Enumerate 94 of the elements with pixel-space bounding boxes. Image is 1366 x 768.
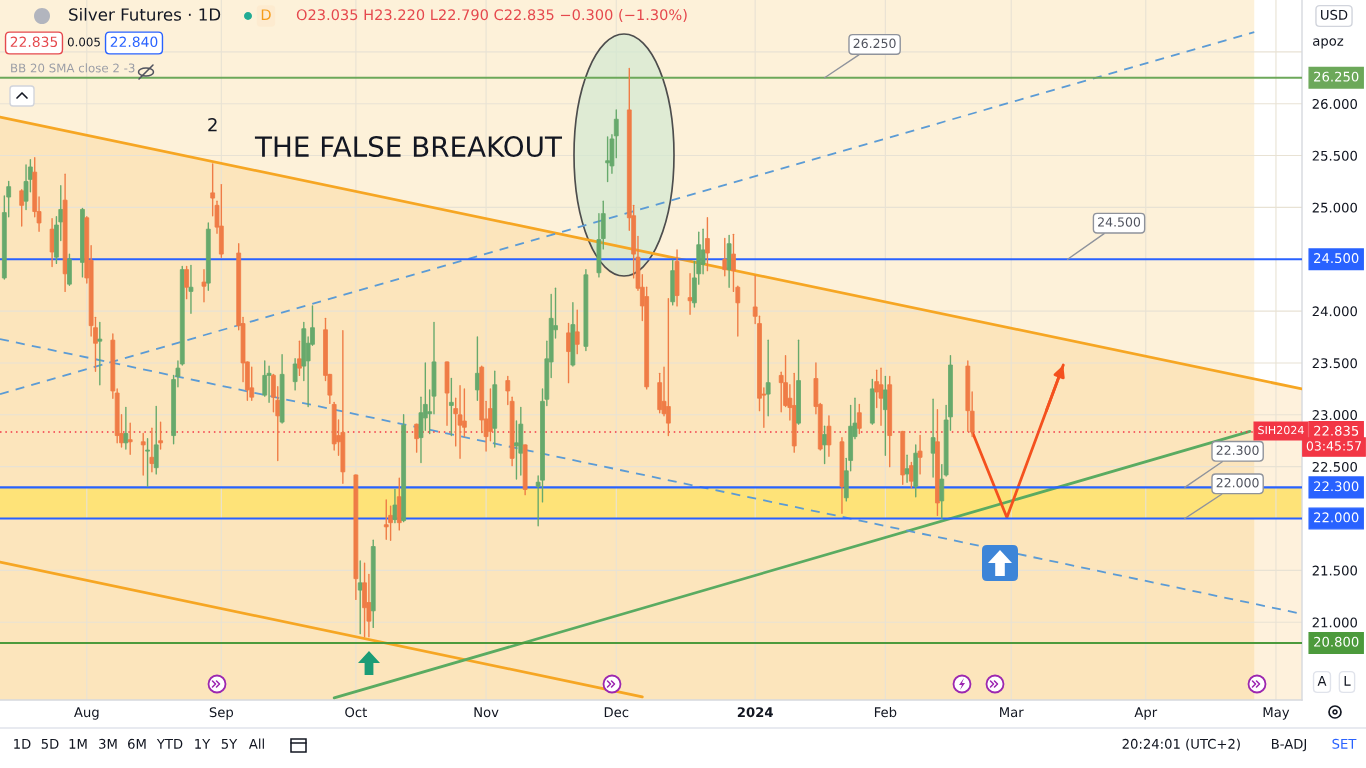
- candlestick: [574, 309, 580, 355]
- annotation: 2: [208, 117, 217, 132]
- candlestick: [145, 437, 150, 488]
- candlestick: [297, 340, 302, 377]
- text: All: [248, 738, 264, 749]
- annotation: O23.035 H23.220 L22.790 C22.835 −0.300 (−1.30%): [296, 8, 687, 22]
- annotation: SIH2024: [1258, 425, 1304, 435]
- candlestick: [765, 339, 771, 417]
- candlestick: [201, 268, 207, 303]
- x-tick-label: Nov: [474, 707, 499, 718]
- candlestick: [917, 434, 923, 475]
- candlestick: [97, 321, 103, 386]
- annotation: 22.300: [1216, 445, 1259, 455]
- y-tick-label: 23.000: [1312, 410, 1358, 421]
- candlestick: [826, 415, 832, 457]
- text: 1D: [14, 739, 31, 749]
- x-tick-label: May: [1263, 707, 1290, 720]
- annotation: 24.500: [1098, 217, 1141, 227]
- candlestick: [939, 463, 945, 520]
- candlestick: [19, 189, 25, 227]
- candlestick: [722, 237, 728, 277]
- text: 03:45:57: [1306, 441, 1361, 451]
- candlestick: [705, 217, 710, 272]
- text: USD: [1321, 9, 1348, 20]
- annotation: THE FALSE BREAKOUT: [254, 136, 563, 158]
- text: 1Y: [195, 739, 211, 749]
- text: 5D: [41, 739, 59, 749]
- candlestick: [514, 420, 519, 480]
- candlestick: [49, 218, 55, 268]
- candlestick: [127, 422, 133, 455]
- annotation: D: [261, 9, 271, 21]
- y-tick-label: 23.500: [1312, 358, 1358, 369]
- text: apoz: [1313, 38, 1344, 49]
- y-tick-label: 22.500: [1312, 461, 1358, 472]
- candlestick: [383, 499, 389, 540]
- annotation: 0.005: [67, 37, 100, 47]
- text: B-ADJ: [1272, 739, 1306, 752]
- x-tick-label: Feb: [874, 706, 897, 718]
- y-tick-label: 21.000: [1312, 617, 1358, 628]
- annotation: BB 20 SMA close 2 -3: [11, 63, 135, 73]
- candlestick: [930, 398, 936, 478]
- x-tick-label: Dec: [604, 707, 629, 718]
- x-tick-label: Aug: [74, 707, 99, 720]
- candlestick: [687, 273, 693, 315]
- candlestick: [140, 432, 146, 476]
- candlestick: [123, 406, 129, 450]
- ref-line-label: 22.835: [1314, 425, 1359, 436]
- candlestick: [665, 297, 671, 437]
- y-tick-label: 25.000: [1312, 202, 1358, 213]
- y-tick-label: 21.500: [1312, 565, 1358, 576]
- candlestick: [153, 405, 159, 475]
- candlestick: [188, 264, 194, 314]
- text: 20:24:01 (UTC+2): [1122, 738, 1240, 751]
- annotation: 26.250: [853, 38, 896, 49]
- candlestick: [856, 403, 862, 435]
- candlestick: [904, 454, 910, 483]
- ref-line-label: 20.800: [1314, 636, 1359, 647]
- text: 1M: [69, 739, 87, 749]
- y-tick-label: 25.500: [1312, 150, 1358, 161]
- x-tick-label: Sep: [209, 707, 234, 720]
- annotation: 22.840: [110, 36, 158, 48]
- x-tick-label: Apr: [1134, 707, 1158, 720]
- annotation: 22.835: [10, 36, 58, 48]
- x-tick-label: 2024: [737, 707, 773, 718]
- candlestick: [184, 265, 189, 300]
- candlestick: [505, 375, 511, 406]
- text: YTD: [156, 739, 183, 749]
- candlestick: [700, 228, 706, 275]
- ref-line-label: 24.500: [1314, 253, 1359, 264]
- text: 5Y: [221, 739, 238, 749]
- candlestick: [158, 421, 163, 450]
- text: L: [1344, 676, 1351, 686]
- annotation: 22.000: [1216, 477, 1259, 488]
- y-tick-label: 26.000: [1312, 98, 1358, 109]
- candlestick: [392, 488, 398, 524]
- text: SET: [1332, 738, 1357, 749]
- candlestick: [357, 560, 363, 635]
- chart-title: Silver Futures · 1D: [69, 7, 221, 21]
- x-tick-label: Oct: [345, 707, 367, 718]
- candlestick: [457, 385, 463, 460]
- x-tick-label: Mar: [1000, 707, 1024, 718]
- candlestick: [822, 425, 827, 465]
- text: 3M: [99, 738, 117, 749]
- ref-line-label: 26.250: [1314, 71, 1359, 82]
- text: A: [1317, 676, 1327, 686]
- y-tick-label: 24.000: [1312, 306, 1358, 317]
- candlestick: [149, 427, 155, 473]
- candlestick: [292, 358, 298, 391]
- candlestick: [414, 423, 420, 453]
- candlestick: [448, 377, 454, 437]
- candlestick: [878, 367, 884, 426]
- ref-line-label: 22.300: [1314, 481, 1359, 492]
- text: 6M: [128, 738, 146, 749]
- ref-line-label: 22.000: [1314, 512, 1359, 523]
